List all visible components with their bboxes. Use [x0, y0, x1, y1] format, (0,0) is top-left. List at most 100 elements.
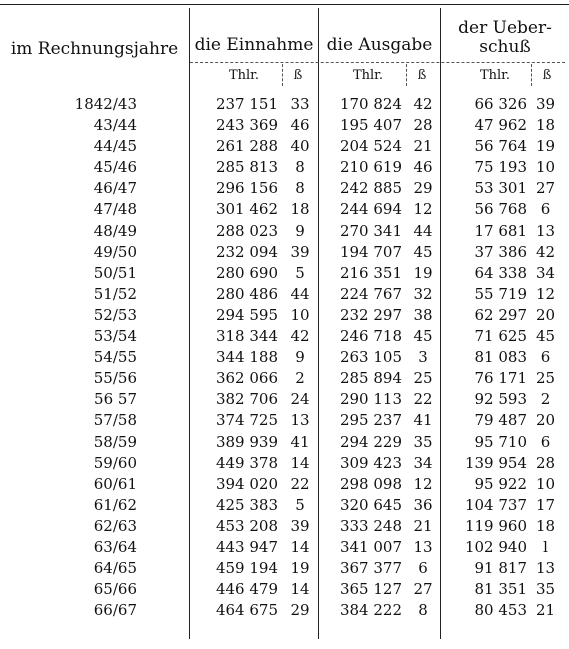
expense-sgr-cell: 22	[413, 390, 433, 409]
income-sgr-cell: 9	[295, 221, 305, 240]
surplus-thaler-cell: 139 954	[464, 453, 527, 472]
unit-income-thaler: Thlr.	[228, 68, 260, 83]
table-row: 45/46 285 813 8 210 619 46 75 193 10	[0, 157, 560, 178]
expense-sgr-cell: 13	[413, 537, 433, 556]
table-row: 47/48 301 462 18 244 694 12 56 768 6	[0, 199, 560, 220]
surplus-sgr-cell: 10	[535, 474, 556, 493]
year-cell: 64/65	[93, 559, 137, 578]
surplus-thaler-cell: 102 940	[464, 537, 527, 556]
surplus-thaler-cell: 56 768	[474, 200, 528, 219]
income-sgr-cell: 19	[290, 559, 310, 578]
year-cell: 51/52	[93, 284, 137, 303]
surplus-sgr-cell: 19	[535, 137, 556, 156]
header-subsep-surplus	[531, 64, 532, 86]
expense-sgr-cell: 41	[413, 411, 433, 430]
expense-sgr-cell: 42	[413, 95, 433, 113]
table-row: 44/45 261 288 40 204 524 21 56 764 19	[0, 136, 560, 157]
income-sgr-cell: 14	[290, 453, 310, 472]
income-thaler-cell: 344 188	[215, 348, 278, 367]
income-sgr-cell: 2	[295, 369, 305, 388]
table-row: 57/58 374 725 13 295 237 41 79 487 20	[0, 410, 560, 431]
year-cell: 54/55	[93, 348, 137, 367]
surplus-sgr-cell: 18	[535, 516, 556, 535]
header-surplus-line2: schuß	[479, 37, 531, 57]
expense-thaler-cell: 244 694	[339, 200, 402, 219]
expense-sgr-cell: 35	[413, 432, 433, 451]
surplus-thaler-cell: 81 083	[474, 348, 528, 367]
separator-expense-surplus	[440, 8, 441, 639]
expense-sgr-cell: 29	[413, 179, 433, 198]
surplus-sgr-cell: 10	[535, 158, 556, 177]
expense-thaler-cell: 367 377	[339, 559, 402, 578]
expense-sgr-cell: 25	[413, 369, 433, 388]
unit-expense-thaler: Thlr.	[352, 68, 384, 83]
surplus-thaler-cell: 37 386	[474, 242, 528, 261]
income-thaler-cell: 285 813	[215, 158, 278, 177]
income-sgr-cell: 33	[290, 95, 310, 113]
surplus-sgr-cell: 12	[535, 284, 556, 303]
table-row: 52/53 294 595 10 232 297 38 62 297 20	[0, 305, 560, 326]
year-cell: 55/56	[93, 369, 137, 388]
table-row: 53/54 318 344 42 246 718 45 71 625 45	[0, 326, 560, 347]
table-row: 55/56 362 066 2 285 894 25 76 171 25	[0, 368, 560, 389]
income-thaler-cell: 464 675	[215, 601, 278, 620]
income-sgr-cell: 5	[295, 495, 305, 514]
surplus-thaler-cell: 95 922	[474, 474, 528, 493]
surplus-sgr-cell: 34	[535, 263, 556, 282]
income-thaler-cell: 459 194	[215, 559, 278, 578]
year-cell: 58/59	[93, 432, 137, 451]
expense-thaler-cell: 263 105	[339, 348, 402, 367]
header-subsep-expense	[406, 64, 407, 86]
income-sgr-cell: 22	[290, 474, 310, 493]
expense-sgr-cell: 19	[413, 263, 433, 282]
income-sgr-cell: 29	[290, 601, 310, 620]
year-cell: 57/58	[93, 411, 137, 430]
surplus-thaler-cell: 91 817	[474, 559, 528, 578]
table-row: 61/62 425 383 5 320 645 36 104 737 17	[0, 495, 560, 516]
surplus-sgr-cell: 39	[535, 95, 556, 113]
year-cell: 52/53	[93, 305, 137, 324]
income-thaler-cell: 318 344	[215, 327, 278, 346]
income-sgr-cell: 13	[290, 411, 310, 430]
income-thaler-cell: 425 383	[215, 495, 278, 514]
table-row: 48/49 288 023 9 270 341 44 17 681 13	[0, 221, 560, 242]
year-cell: 43/44	[93, 116, 137, 135]
surplus-sgr-cell: l	[543, 537, 548, 556]
expense-sgr-cell: 44	[413, 221, 433, 240]
expense-thaler-cell: 216 351	[339, 263, 402, 282]
surplus-sgr-cell: 27	[535, 179, 556, 198]
income-thaler-cell: 261 288	[215, 137, 278, 156]
surplus-sgr-cell: 17	[535, 495, 556, 514]
income-thaler-cell: 294 595	[215, 305, 278, 324]
surplus-sgr-cell: 35	[535, 580, 556, 599]
expense-thaler-cell: 285 894	[339, 369, 402, 388]
income-sgr-cell: 8	[295, 158, 305, 177]
surplus-sgr-cell: 6	[540, 348, 551, 367]
table-row: 54/55 344 188 9 263 105 3 81 083 6	[0, 347, 560, 368]
table-row: 59/60 449 378 14 309 423 34 139 954 28	[0, 453, 560, 474]
income-thaler-cell: 280 690	[215, 263, 278, 282]
table-row: 66/67 464 675 29 384 222 8 80 453 21	[0, 600, 560, 621]
year-cell: 62/63	[93, 516, 137, 535]
surplus-thaler-cell: 81 351	[474, 580, 528, 599]
income-thaler-cell: 374 725	[215, 411, 278, 430]
income-sgr-cell: 42	[290, 327, 310, 346]
surplus-thaler-cell: 92 593	[474, 390, 528, 409]
expense-sgr-cell: 36	[413, 495, 433, 514]
surplus-thaler-cell: 53 301	[474, 179, 528, 198]
income-thaler-cell: 296 156	[215, 179, 278, 198]
expense-sgr-cell: 6	[418, 559, 428, 578]
expense-sgr-cell: 21	[413, 137, 433, 156]
income-sgr-cell: 5	[295, 263, 305, 282]
year-cell: 44/45	[93, 137, 137, 156]
table-row: 56 57 382 706 24 290 113 22 92 593 2	[0, 389, 560, 410]
surplus-sgr-cell: 6	[540, 432, 551, 451]
expense-thaler-cell: 320 645	[339, 495, 402, 514]
expense-thaler-cell: 194 707	[339, 242, 402, 261]
income-thaler-cell: 243 369	[215, 116, 278, 135]
surplus-sgr-cell: 2	[540, 390, 551, 409]
surplus-sgr-cell: 42	[535, 242, 556, 261]
income-thaler-cell: 394 020	[215, 474, 278, 493]
income-thaler-cell: 237 151	[215, 95, 278, 113]
year-cell: 61/62	[93, 495, 137, 514]
